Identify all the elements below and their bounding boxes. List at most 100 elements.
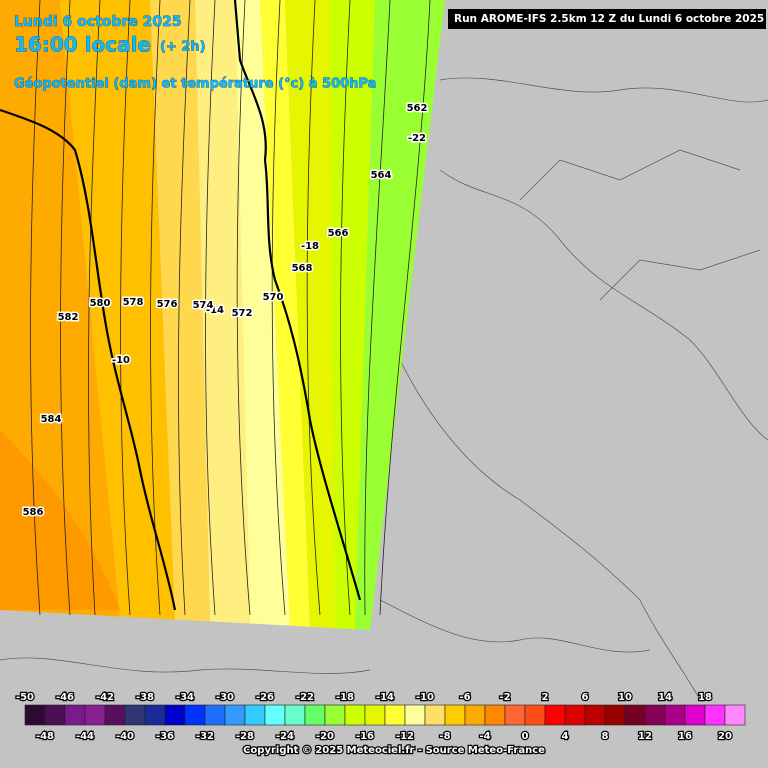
temperature-band: [150, 0, 210, 622]
colorbar-tick-label: -34: [176, 692, 194, 703]
contour-label: -18: [301, 241, 319, 252]
colorbar-swatch: [424, 704, 446, 726]
contour-line: [205, 0, 216, 616]
colorbar-swatch: [624, 704, 646, 726]
colorbar-tick-label: 6: [582, 692, 589, 703]
contour-label: 580: [90, 298, 111, 309]
colorbar: -50 -46 -42 -38 -34 -30 -26 -22 -18 -14 -10 -6 -2 2 6 1…: [15, 691, 746, 743]
colorbar-swatch: [164, 704, 186, 726]
field-label: Géopotentiel (dam) et température (°c) à…: [14, 77, 376, 92]
contour-label: 568: [292, 263, 313, 274]
contour-label: -22: [408, 133, 426, 144]
run-label: Run AROME-IFS 2.5km 12 Z du Lundi 6 octo…: [454, 13, 764, 25]
colorbar-tick-label: -30: [216, 692, 234, 703]
colorbar-swatch: [184, 704, 206, 726]
colorbar-tick-label: -32: [196, 731, 214, 742]
colorbar-tick-label: -38: [136, 692, 154, 703]
colorbar-tick-label: -22: [296, 692, 314, 703]
contour-label: 570: [263, 292, 284, 303]
land-borders: [0, 77, 768, 701]
colorbar-swatch: [104, 704, 126, 726]
run-box: [448, 9, 766, 29]
colorbar-tick-label: -28: [236, 731, 254, 742]
colorbar-swatch: [64, 704, 86, 726]
contour-label: -10: [112, 355, 130, 366]
time-label: 16:00 locale: [14, 33, 151, 57]
contour-line: [306, 0, 321, 616]
temperature-field: [0, 0, 445, 630]
colorbar-swatch: [484, 704, 506, 726]
contour-line: [150, 0, 161, 616]
colorbar-tick-label: 18: [698, 692, 712, 703]
contour-line: [88, 0, 101, 616]
colorbar-tick-label: -8: [439, 731, 450, 742]
colorbar-swatch: [204, 704, 226, 726]
colorbar-swatch: [504, 704, 526, 726]
colorbar-tick-label: -24: [276, 731, 294, 742]
colorbar-tick-label: 10: [618, 692, 632, 703]
contour-label: 574: [193, 300, 214, 311]
colorbar-swatch: [144, 704, 166, 726]
contour-line: [340, 0, 351, 616]
contour-line: [236, 0, 251, 616]
colorbar-tick-label: -50: [16, 692, 34, 703]
colorbar-tick-label: -18: [336, 692, 354, 703]
colorbar-tick-label: 8: [602, 731, 609, 742]
temperature-band: [355, 0, 445, 630]
colorbar-swatch: [24, 704, 46, 726]
colorbar-tick-label: 4: [562, 731, 569, 742]
temperature-band: [60, 0, 175, 620]
colorbar-swatch: [664, 704, 686, 726]
colorbar-tick-label: -4: [479, 731, 490, 742]
colorbar-tick-label: -26: [256, 692, 274, 703]
contour-label: 566: [328, 228, 349, 239]
colorbar-swatch: [724, 704, 746, 726]
contour-label: 576: [157, 299, 178, 310]
border-lines: [0, 0, 362, 611]
colorbar-swatch: [404, 704, 426, 726]
colorbar-tick-label: -6: [459, 692, 470, 703]
colorbar-swatch: [524, 704, 546, 726]
contour-label: 578: [123, 297, 144, 308]
colorbar-tick-label: -14: [376, 692, 394, 703]
copyright: Copyright © 2025 Meteociel.fr - Source M…: [243, 745, 545, 756]
colorbar-tick-label: -12: [396, 731, 414, 742]
colorbar-tick-label: 16: [678, 731, 692, 742]
colorbar-tick-label: 20: [718, 731, 732, 742]
colorbar-swatch: [364, 704, 386, 726]
colorbar-tick-label: -20: [316, 731, 334, 742]
colorbar-tick-label: -40: [116, 731, 134, 742]
warm-corner: [0, 430, 120, 610]
contour-label: 586: [23, 507, 44, 518]
contour-line: [30, 0, 41, 616]
temperature-band: [330, 0, 375, 630]
contour-line: [271, 0, 286, 616]
colorbar-tick-label: -48: [36, 731, 54, 742]
colorbar-swatch: [564, 704, 586, 726]
offset-label: (+ 2h): [160, 40, 206, 55]
contour-label: 582: [58, 312, 79, 323]
colorbar-tick-label: -42: [96, 692, 114, 703]
colorbar-tick-label: -2: [499, 692, 510, 703]
colorbar-swatch: [324, 704, 346, 726]
contour-line: [364, 0, 391, 616]
contours: [30, 0, 431, 616]
temperature-band: [260, 0, 310, 627]
colorbar-tick-label: -10: [416, 692, 434, 703]
colorbar-tick-label: 12: [638, 731, 652, 742]
contour-line: [120, 0, 131, 616]
contour-line: [178, 0, 191, 616]
contour-line: [379, 0, 431, 616]
colorbar-swatch: [344, 704, 366, 726]
colorbar-swatch: [304, 704, 326, 726]
colorbar-swatch: [704, 704, 726, 726]
colorbar-tick-label: -36: [156, 731, 174, 742]
colorbar-tick-label: -16: [356, 731, 374, 742]
colorbar-swatch: [284, 704, 306, 726]
colorbar-tick-label: 14: [658, 692, 672, 703]
colorbar-swatch: [44, 704, 66, 726]
colorbar-tick-label: 0: [522, 731, 529, 742]
colorbar-swatch: [584, 704, 606, 726]
colorbar-tick-label: 2: [542, 692, 549, 703]
